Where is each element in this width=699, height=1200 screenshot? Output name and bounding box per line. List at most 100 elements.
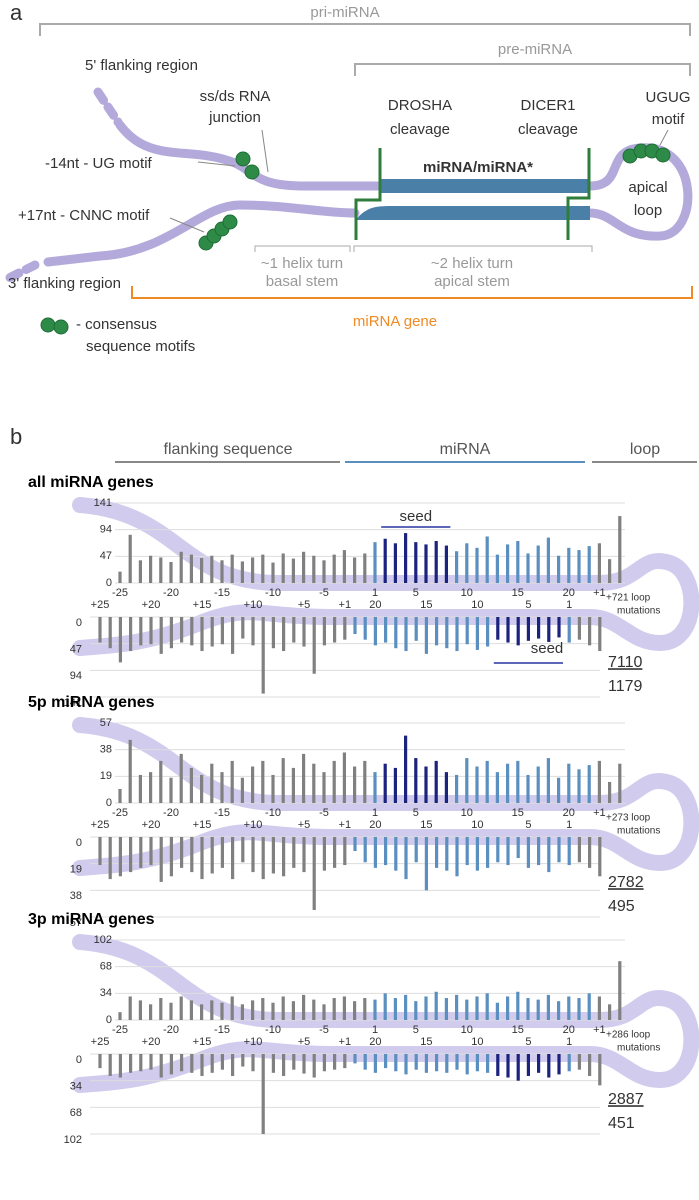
bar [98,1054,102,1069]
x-tick-label: 15 [420,599,432,611]
bar [281,996,285,1020]
bar [434,541,438,583]
bar [210,1054,214,1073]
x-tick-label: 20 [563,587,575,599]
bar [546,994,550,1020]
label: cleavage [390,121,450,138]
bar [465,543,469,583]
bar [384,617,388,643]
bar [373,617,377,646]
bar [363,998,367,1020]
x-tick-label: 1 [566,599,572,611]
bar [424,837,428,891]
bar [179,551,183,583]
bar [231,1054,235,1076]
bar [536,999,540,1020]
x-tick-label: 1 [372,807,378,819]
bar [312,837,316,910]
pri-bracket [39,23,691,36]
x-tick-label: 1 [372,1024,378,1036]
bar [384,837,388,866]
loop-count: 2782 [608,874,644,891]
bar [526,774,530,803]
pre-bracket [354,63,691,76]
bar [465,837,469,866]
bar [567,996,571,1020]
y-tick-label: 47 [70,644,82,656]
bar [261,760,265,803]
loop-note: +721 loop [606,593,651,604]
x-tick-label: 20 [369,819,381,831]
bar [608,559,612,583]
gene-bracket [131,286,693,299]
bar [322,1054,326,1072]
bar [455,994,459,1020]
bar [281,758,285,803]
bar [200,558,204,583]
bar [587,765,591,803]
strand-dash [93,87,123,127]
bar [414,542,418,583]
bar [363,760,367,803]
bar [343,617,347,640]
bar [302,994,306,1020]
bar [506,617,510,643]
x-tick-label: 10 [471,599,483,611]
bar [587,546,591,583]
bar [240,1004,244,1020]
y-tick-label: 141 [94,497,112,509]
bar [363,837,367,863]
bar [159,557,163,583]
bar [332,760,336,803]
bar [220,560,224,583]
bar [138,560,142,583]
y-tick-label: 34 [100,987,112,999]
x-tick-label: -5 [319,807,329,819]
bar [506,763,510,803]
bar [404,994,408,1020]
x-tick-label: 5 [413,587,419,599]
x-tick-label: 15 [512,587,524,599]
bar [363,617,367,640]
x-tick-label: +1 [593,1024,606,1036]
bar [383,538,387,583]
bar [271,1054,275,1073]
bar [465,999,469,1020]
bar [353,557,357,583]
pre-label: pre-miRNA [498,41,572,58]
loop-count: 451 [608,1115,635,1132]
bar [414,1054,418,1070]
bar [159,837,163,882]
bar [302,837,306,873]
label: DICER1 [520,97,575,114]
duplex [380,179,590,193]
bar [220,617,224,645]
x-tick-label: +1 [339,1036,352,1048]
bar [557,617,561,638]
bar [241,617,245,639]
bar [159,998,163,1020]
x-tick-label: 5 [525,819,531,831]
bar [190,837,194,873]
bar [414,758,418,803]
label: ss/ds RNA [200,88,271,105]
label: DROSHA [388,97,452,114]
label: cleavage [518,121,578,138]
x-tick-label: +15 [193,819,212,831]
bar [363,553,367,583]
label: -14nt - UG motif [45,155,153,172]
y-tick-label: 57 [70,917,82,929]
bar [322,617,326,646]
bar [190,617,194,646]
y-tick-label: 57 [100,717,112,729]
bar [261,617,265,694]
bar [210,617,214,647]
bar [149,772,153,803]
bar [353,766,357,803]
bar [200,617,204,652]
x-tick-label: -20 [163,1024,179,1036]
bar [240,561,244,583]
bar [455,617,459,652]
bar [353,1054,357,1064]
